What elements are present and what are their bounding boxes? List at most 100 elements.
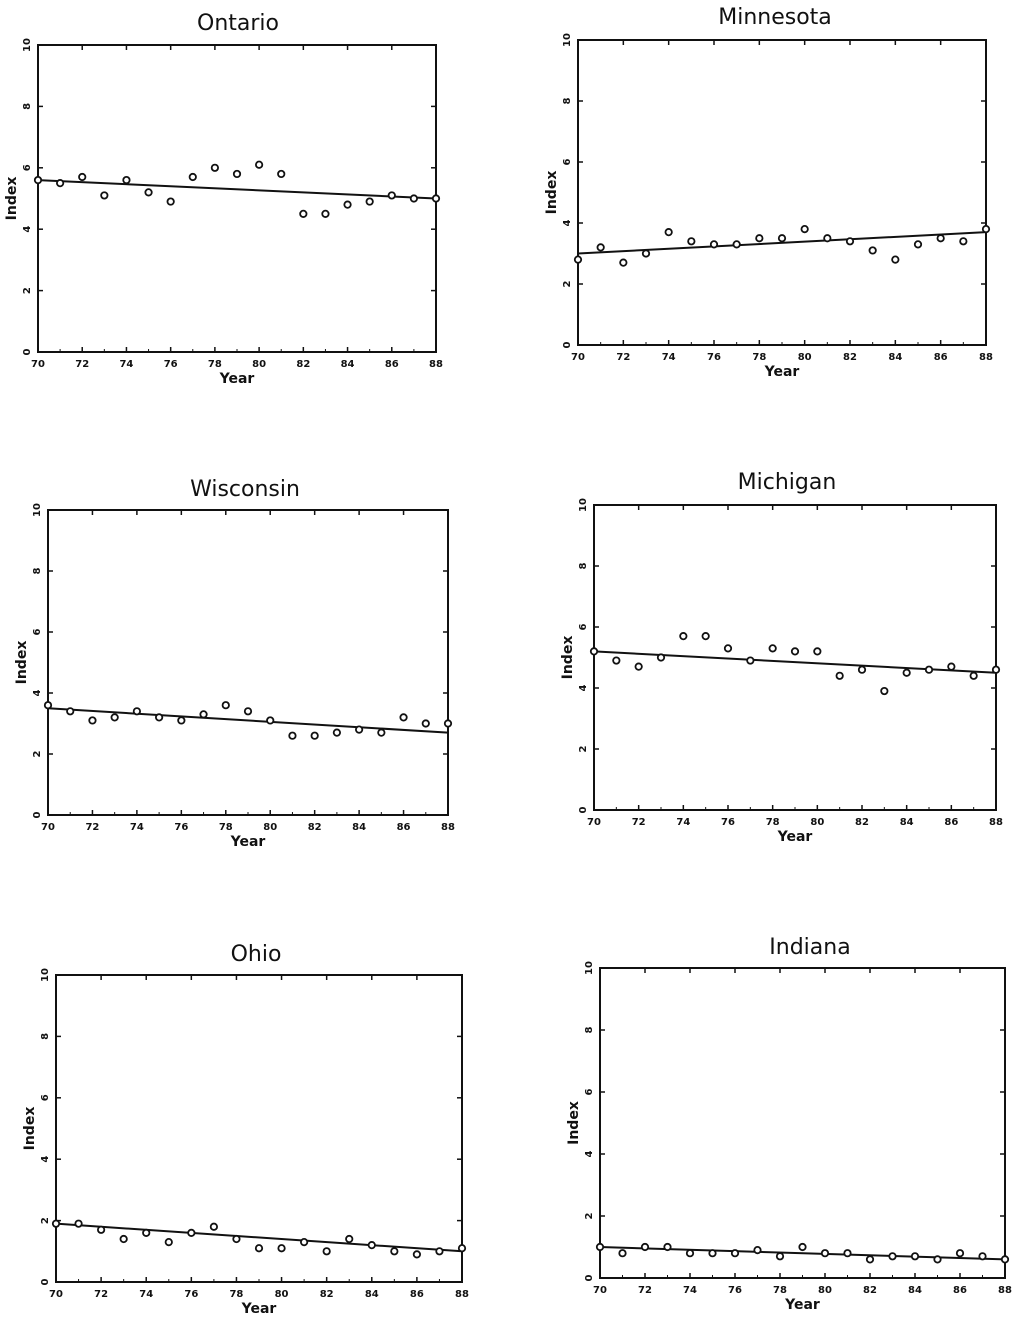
michigan-x-tick-label: 82 xyxy=(855,817,869,828)
ontario-data-point xyxy=(78,172,87,182)
ontario-x-tick-label: 86 xyxy=(385,359,399,370)
ontario-x-tick-label: 78 xyxy=(208,359,222,370)
indiana-data-point xyxy=(753,1246,762,1255)
ohio-data-point xyxy=(142,1228,151,1237)
minnesota-x-tick-label: 86 xyxy=(934,352,948,363)
minnesota-data-point xyxy=(573,255,583,264)
minnesota-data-point xyxy=(664,228,673,237)
minnesota-data-point xyxy=(800,225,809,234)
minnesota-data-point xyxy=(777,234,787,243)
wisconsin-title: Wisconsin xyxy=(190,477,300,502)
minnesota-x-tick-label: 74 xyxy=(662,352,676,363)
ontario-x-tick-label: 84 xyxy=(341,359,355,370)
ohio-data-point xyxy=(322,1247,331,1256)
ontario-data-point xyxy=(144,188,153,197)
indiana-x-tick-label: 70 xyxy=(593,1285,607,1296)
ohio-data-point xyxy=(277,1244,286,1253)
wisconsin-y-tick-label: 2 xyxy=(32,750,43,757)
ohio-y-tick-label: 0 xyxy=(40,1278,51,1285)
ohio-x-tick-label: 86 xyxy=(410,1289,424,1300)
ontario-data-point xyxy=(122,175,131,185)
michigan-data-point xyxy=(634,662,643,671)
ohio-x-tick-label: 78 xyxy=(229,1289,243,1300)
indiana-data-point xyxy=(798,1242,807,1252)
indiana-data-point xyxy=(955,1249,965,1258)
indiana-data-point xyxy=(663,1242,672,1252)
wisconsin-data-point xyxy=(310,731,319,740)
ohio-x-tick-label: 88 xyxy=(455,1289,469,1300)
ontario-data-point xyxy=(255,160,264,169)
ohio-data-point xyxy=(164,1237,173,1247)
ohio-data-point xyxy=(74,1219,83,1228)
indiana-data-point xyxy=(708,1249,717,1258)
ontario-data-point xyxy=(56,179,65,188)
ohio-y-tick-label: 6 xyxy=(40,1094,51,1101)
ohio-data-point xyxy=(300,1237,309,1247)
michigan-data-point xyxy=(679,632,688,641)
wisconsin-x-tick-label: 86 xyxy=(397,822,411,833)
wisconsin-data-point xyxy=(199,710,208,719)
ohio-y-tick-label: 8 xyxy=(40,1033,51,1040)
indiana-title: Indiana xyxy=(769,935,850,960)
michigan-x-tick-label: 74 xyxy=(676,817,690,828)
indiana-x-tick-label: 80 xyxy=(818,1285,832,1296)
minnesota-y-tick-label: 0 xyxy=(562,341,573,348)
minnesota-x-tick-label: 80 xyxy=(798,352,812,363)
indiana-data-point xyxy=(978,1252,987,1261)
indiana-y-tick-label: 8 xyxy=(584,1026,595,1033)
ontario-data-point xyxy=(232,169,242,179)
michigan-y-tick-label: 10 xyxy=(578,498,589,512)
wisconsin-data-point xyxy=(332,728,341,737)
minnesota-y-tick-label: 6 xyxy=(562,158,573,165)
indiana-data-point xyxy=(730,1249,740,1258)
ohio-data-point xyxy=(119,1234,128,1244)
wisconsin-y-tick-label: 0 xyxy=(32,811,43,818)
ohio-x-tick-label: 84 xyxy=(365,1289,379,1300)
minnesota-x-tick-label: 72 xyxy=(616,352,630,363)
ohio-data-point xyxy=(435,1247,444,1256)
ohio-x-tick-label: 80 xyxy=(275,1289,289,1300)
ontario-data-point xyxy=(387,191,396,200)
ohio-x-tick-label: 72 xyxy=(94,1289,108,1300)
indiana-x-axis-label: Year xyxy=(784,1297,820,1313)
michigan-x-tick-label: 80 xyxy=(810,817,824,828)
wisconsin-x-tick-label: 72 xyxy=(85,822,99,833)
minnesota-x-tick-label: 78 xyxy=(752,352,766,363)
indiana-x-tick-label: 76 xyxy=(728,1285,742,1296)
indiana-x-tick-label: 82 xyxy=(863,1285,877,1296)
wisconsin-x-tick-label: 88 xyxy=(441,822,455,833)
minnesota-data-point xyxy=(981,225,991,234)
ohio-x-tick-label: 70 xyxy=(49,1289,63,1300)
michigan-data-point xyxy=(790,647,800,656)
indiana-data-point xyxy=(933,1255,942,1264)
wisconsin-data-point xyxy=(221,701,230,710)
wisconsin-x-tick-label: 82 xyxy=(308,822,322,833)
wisconsin-data-point xyxy=(243,707,253,716)
indiana-data-point xyxy=(865,1255,875,1264)
minnesota-x-tick-label: 76 xyxy=(707,352,721,363)
indiana-data-point xyxy=(910,1252,920,1261)
indiana-x-tick-label: 78 xyxy=(773,1285,787,1296)
wisconsin-data-point xyxy=(66,707,75,716)
ohio-x-tick-label: 76 xyxy=(184,1289,198,1300)
ohio-plot-frame xyxy=(55,974,463,1283)
indiana-data-point xyxy=(775,1252,785,1261)
wisconsin-y-tick-label: 10 xyxy=(32,503,43,517)
wisconsin-x-axis-label: Year xyxy=(230,834,266,850)
michigan-x-tick-label: 88 xyxy=(989,817,1003,828)
ohio-data-point xyxy=(187,1228,196,1237)
michigan-data-point xyxy=(612,656,621,665)
indiana-x-tick-label: 88 xyxy=(998,1285,1012,1296)
michigan-data-point xyxy=(991,665,1001,674)
wisconsin-data-point xyxy=(377,728,386,737)
michigan-plot-frame xyxy=(593,504,997,811)
michigan-data-point xyxy=(768,644,777,653)
ontario-x-axis-label: Year xyxy=(219,371,255,387)
ohio-x-tick-label: 74 xyxy=(139,1289,153,1300)
indiana-x-tick-label: 86 xyxy=(953,1285,967,1296)
wisconsin-data-point xyxy=(421,719,430,728)
minnesota-title: Minnesota xyxy=(718,5,832,30)
ontario-data-point xyxy=(210,163,219,172)
indiana-data-point xyxy=(640,1242,650,1252)
